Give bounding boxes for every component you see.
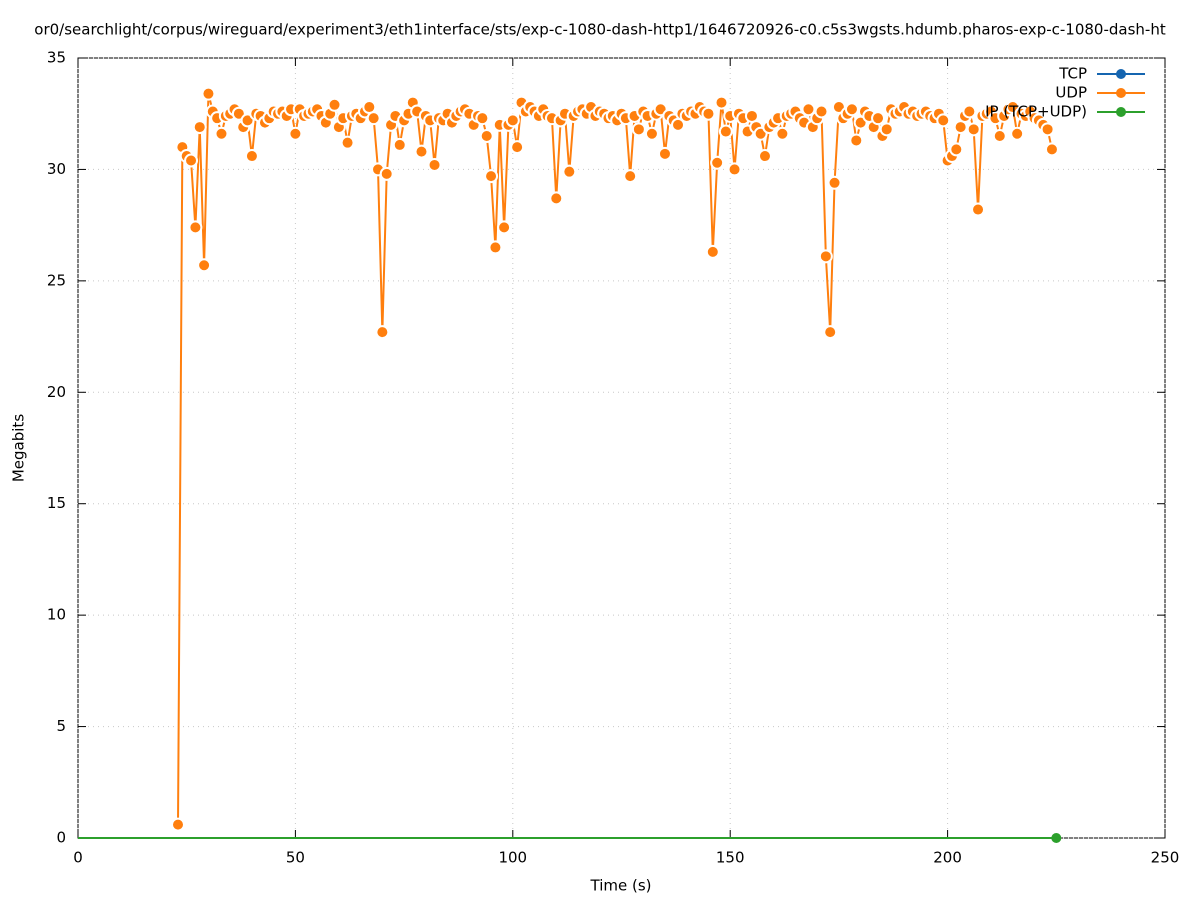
- data-point: [631, 122, 646, 137]
- data-point: [1051, 833, 1062, 843]
- data-point: [505, 113, 520, 128]
- data-point: [427, 157, 442, 172]
- data-point: [714, 95, 729, 110]
- data-point: [497, 220, 512, 235]
- data-point: [192, 120, 207, 135]
- data-point: [510, 140, 525, 155]
- plot-frame: [77, 57, 1166, 839]
- x-tick-label: 50: [286, 849, 305, 867]
- x-tick-label: 0: [73, 849, 83, 867]
- data-point: [827, 175, 842, 190]
- grid: 0 50 100 150 200 250 0 5 10 15 20 25 30 35: [47, 49, 1179, 867]
- x-tick-label: 100: [498, 849, 527, 867]
- data-point: [201, 86, 216, 101]
- data-point: [992, 129, 1007, 143]
- data-point: [171, 817, 186, 832]
- data-point: [188, 220, 203, 235]
- data-point: [936, 113, 951, 128]
- data-point: [879, 122, 894, 137]
- data-point: [962, 104, 977, 119]
- data-point: [327, 97, 342, 112]
- data-point: [1044, 142, 1059, 157]
- series-line: [177, 93, 1053, 825]
- data-point: [871, 111, 886, 126]
- data-point: [562, 164, 577, 179]
- data-point: [949, 142, 964, 157]
- data-point: [818, 249, 833, 264]
- data-point: [1040, 122, 1055, 137]
- y-tick-label: 30: [47, 160, 66, 178]
- data-point: [823, 325, 838, 340]
- legend-marker: [1116, 69, 1126, 79]
- data-point: [379, 166, 394, 181]
- data-point: [701, 106, 716, 121]
- data-point: [214, 126, 229, 141]
- data-point: [414, 144, 429, 159]
- data-point: [340, 135, 355, 150]
- data-point: [814, 104, 829, 119]
- data-point: [392, 137, 407, 152]
- data-point: [757, 149, 772, 164]
- y-tick-label: 15: [47, 494, 66, 512]
- y-tick-label: 25: [47, 271, 66, 289]
- data-point: [475, 111, 490, 126]
- data-point: [479, 129, 494, 143]
- data-point: [244, 149, 259, 164]
- data-point: [375, 325, 390, 340]
- data-point: [484, 169, 499, 184]
- data-point: [718, 124, 733, 139]
- x-axis-label: Time (s): [590, 877, 652, 895]
- data-point: [710, 155, 725, 170]
- data-point: [644, 126, 659, 141]
- data-point: [801, 102, 816, 117]
- x-tick-label: 250: [1151, 849, 1180, 867]
- plot-area: [78, 86, 1062, 843]
- y-tick-label: 35: [47, 49, 66, 67]
- x-tick-label: 200: [933, 849, 962, 867]
- x-tick-label: 150: [716, 849, 745, 867]
- chart-title: or0/searchlight/corpus/wireguard/experim…: [34, 21, 1166, 39]
- y-tick-label: 0: [56, 829, 66, 847]
- data-point: [1010, 126, 1025, 141]
- data-point: [705, 244, 720, 259]
- data-point: [657, 146, 672, 161]
- y-tick-label: 10: [47, 606, 66, 624]
- data-point: [727, 162, 742, 177]
- legend-label: UDP: [1055, 84, 1087, 102]
- legend-label: TCP: [1058, 65, 1087, 83]
- y-axis-label: Megabits: [10, 414, 28, 482]
- y-tick-label: 5: [56, 717, 66, 735]
- data-point: [488, 240, 503, 255]
- data-point: [184, 153, 199, 168]
- data-point: [844, 102, 859, 117]
- data-point: [366, 111, 381, 126]
- data-point: [288, 126, 303, 141]
- y-tick-label: 20: [47, 383, 66, 401]
- data-point: [197, 258, 212, 273]
- data-point: [966, 122, 981, 137]
- data-point: [849, 133, 864, 148]
- data-point: [775, 126, 790, 141]
- legend-marker: [1116, 88, 1126, 98]
- legend-label: IP (TCP+UDP): [985, 103, 1087, 121]
- legend-marker: [1116, 107, 1126, 117]
- data-point: [549, 191, 564, 206]
- data-point: [623, 169, 638, 184]
- data-point: [971, 202, 986, 217]
